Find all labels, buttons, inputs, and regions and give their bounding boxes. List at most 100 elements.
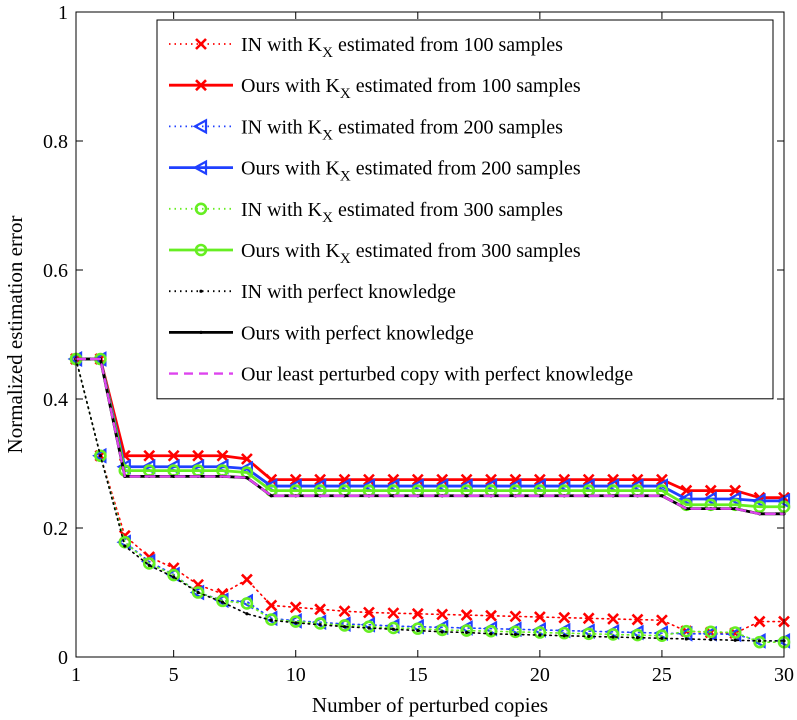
data-point xyxy=(411,607,424,620)
data-point xyxy=(94,449,107,463)
data-point xyxy=(216,449,229,462)
data-point xyxy=(245,612,249,616)
data-point xyxy=(387,621,400,635)
data-point xyxy=(587,634,591,638)
data-point xyxy=(123,544,127,548)
data-point xyxy=(363,606,375,619)
data-point xyxy=(240,573,253,586)
legend-marker xyxy=(192,118,208,135)
data-point xyxy=(538,633,542,637)
series-6 xyxy=(69,352,791,514)
data-point xyxy=(362,620,376,633)
data-point xyxy=(287,478,302,494)
legend-item: Our least perturbed copy with perfect kn… xyxy=(169,364,633,386)
data-point xyxy=(387,473,400,486)
legend-label: Our least perturbed copy with perfect kn… xyxy=(241,364,633,386)
data-point xyxy=(167,568,180,582)
data-point xyxy=(147,563,151,568)
data-point xyxy=(562,634,566,638)
data-point xyxy=(336,478,351,494)
data-point xyxy=(265,613,278,626)
data-point xyxy=(656,614,668,627)
data-point xyxy=(269,494,273,498)
data-point xyxy=(245,476,249,480)
legend-label: IN with KX estimated from 100 samples xyxy=(241,34,563,61)
data-point xyxy=(460,624,473,637)
data-point xyxy=(436,608,449,621)
data-point xyxy=(509,625,522,639)
y-tick-label: 0.8 xyxy=(43,131,68,153)
data-point xyxy=(655,629,669,643)
data-point xyxy=(172,474,176,478)
data-point xyxy=(433,478,449,494)
data-point xyxy=(753,635,766,649)
y-tick-label: 1 xyxy=(58,2,68,24)
data-point xyxy=(460,609,473,621)
data-point xyxy=(635,636,640,640)
legend-item: IN with KX estimated from 200 samples xyxy=(169,116,563,143)
data-point xyxy=(751,493,766,509)
data-point xyxy=(363,473,375,486)
data-point xyxy=(172,575,176,579)
data-point xyxy=(289,473,302,486)
y-tick-label: 0 xyxy=(58,647,68,669)
data-point xyxy=(660,494,664,498)
legend: IN with KX estimated from 100 samples Our… xyxy=(156,19,774,400)
data-point xyxy=(265,599,278,612)
series-line xyxy=(75,358,785,642)
data-point xyxy=(684,637,688,641)
series-layer xyxy=(67,351,791,649)
data-point xyxy=(289,601,302,614)
data-point xyxy=(757,639,762,643)
data-point xyxy=(360,478,376,494)
data-point xyxy=(440,630,444,634)
data-point xyxy=(385,478,400,494)
data-point xyxy=(489,632,493,636)
data-point xyxy=(191,586,205,599)
data-point xyxy=(507,478,522,494)
legend-item: IN with KX estimated from 300 samples xyxy=(169,199,563,226)
legend-item: IN with KX estimated from 100 samples xyxy=(169,34,563,61)
data-point xyxy=(465,494,469,498)
x-tick-label: 25 xyxy=(652,664,672,686)
data-point xyxy=(753,500,766,514)
data-point xyxy=(753,615,766,628)
legend-marker xyxy=(199,330,203,334)
data-point xyxy=(338,619,351,632)
x-tick-label: 30 xyxy=(774,664,794,686)
data-point xyxy=(294,621,298,625)
data-point xyxy=(482,478,498,494)
x-tick-label: 20 xyxy=(530,664,550,686)
series-7 xyxy=(74,357,786,643)
data-point xyxy=(631,628,644,642)
x-tick-label: 15 xyxy=(408,664,428,686)
data-point xyxy=(416,628,420,633)
data-point xyxy=(338,473,351,486)
data-point xyxy=(318,623,322,627)
legend-marker xyxy=(199,289,203,293)
legend-label: IN with KX estimated from 300 samples xyxy=(241,199,563,226)
data-point xyxy=(411,622,425,635)
data-point xyxy=(143,449,156,462)
data-point xyxy=(314,603,327,616)
y-tick-label: 0.2 xyxy=(43,518,68,540)
legend-item: Ours with KX estimated from 200 samples xyxy=(169,158,581,185)
data-point xyxy=(435,623,449,637)
data-point xyxy=(557,626,571,640)
data-point xyxy=(311,478,327,494)
data-point xyxy=(631,613,644,626)
data-point xyxy=(314,473,327,486)
data-point xyxy=(338,605,351,618)
legend-box xyxy=(156,19,774,400)
data-point xyxy=(607,613,620,625)
data-point xyxy=(533,473,546,486)
x-tick-label: 10 xyxy=(286,664,306,686)
data-point xyxy=(142,557,156,570)
y-tick-label: 0.4 xyxy=(43,389,68,411)
legend-label: Ours with perfect knowledge xyxy=(241,322,474,344)
data-point xyxy=(582,473,595,486)
data-point xyxy=(728,626,742,639)
data-point xyxy=(460,473,473,486)
data-point xyxy=(485,473,497,486)
